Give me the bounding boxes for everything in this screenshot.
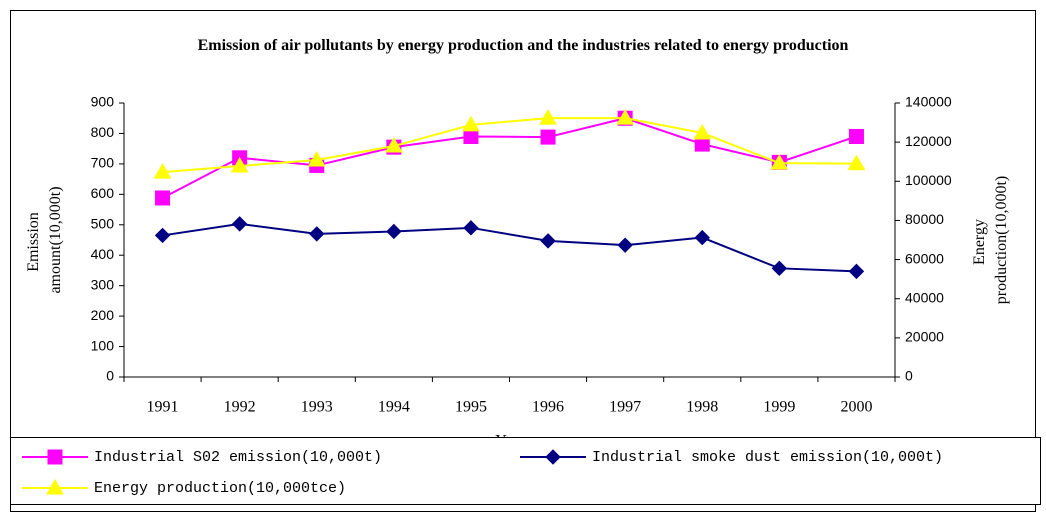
y2-tick-label: 20000 xyxy=(905,329,944,345)
data-point xyxy=(386,223,402,240)
data-point xyxy=(231,216,248,232)
data-point xyxy=(539,109,557,125)
y-tick-label: 500 xyxy=(91,215,115,231)
x-tick-label: 1995 xyxy=(455,399,487,416)
data-point xyxy=(771,260,788,277)
y-axis-label-line: amount(10,000t) xyxy=(47,186,64,293)
y-tick-label: 300 xyxy=(91,276,115,292)
y2-axis-label-line: Energy xyxy=(971,219,988,265)
data-point xyxy=(848,263,865,280)
chart-border xyxy=(10,10,1036,512)
y2-axis-label-line: production(10,000t) xyxy=(993,176,1010,304)
y-tick-label: 900 xyxy=(91,94,115,110)
x-tick-label: 1997 xyxy=(609,399,641,416)
y2-tick-label: 140000 xyxy=(905,94,952,110)
y2-tick-label: 80000 xyxy=(905,211,944,227)
data-point xyxy=(309,226,325,242)
data-point xyxy=(462,115,480,132)
data-point xyxy=(463,128,479,144)
y-tick-label: 0 xyxy=(106,368,114,384)
legend-label: Industrial smoke dust emission(10,000t) xyxy=(592,449,943,466)
data-point xyxy=(847,154,866,171)
data-point xyxy=(848,128,864,144)
chart-title: Emission of air pollutants by energy pro… xyxy=(197,37,849,54)
data-point xyxy=(307,150,326,167)
y-axis-label-line: Emission xyxy=(25,212,42,272)
x-tick-label: 1991 xyxy=(147,399,179,416)
data-point xyxy=(770,154,789,170)
legend-label: Industrial S02 emission(10,000t) xyxy=(94,449,382,466)
y-tick-label: 200 xyxy=(91,307,115,323)
legend-marker xyxy=(46,478,64,495)
y2-tick-label: 40000 xyxy=(905,289,944,305)
data-point xyxy=(155,190,171,206)
y2-tick-label: 100000 xyxy=(905,172,952,188)
y-tick-label: 600 xyxy=(91,185,115,201)
legend xyxy=(10,437,1041,505)
data-point xyxy=(540,233,556,249)
x-tick-label: 1993 xyxy=(301,399,333,416)
x-tick-label: 1999 xyxy=(763,399,795,416)
y2-axis-label: Energy production(10,000t) xyxy=(971,176,1010,304)
x-tick-label: 1994 xyxy=(378,399,410,416)
series-line xyxy=(162,117,857,174)
data-point xyxy=(694,229,710,246)
data-point xyxy=(616,109,635,125)
data-point xyxy=(384,137,403,153)
data-point xyxy=(540,129,556,145)
y2-tick-label: 60000 xyxy=(905,250,944,266)
y-tick-label: 400 xyxy=(91,246,115,262)
legend-marker xyxy=(47,449,63,465)
data-point xyxy=(463,220,479,236)
data-point xyxy=(230,157,249,173)
legend-label: Energy production(10,000tce) xyxy=(94,480,346,497)
data-point xyxy=(154,227,171,244)
series-line xyxy=(162,222,857,273)
y-tick-label: 100 xyxy=(91,337,115,353)
legend-marker xyxy=(545,449,561,465)
y-axis-label: Emission amount(10,000t) xyxy=(25,186,64,293)
x-tick-label: 2000 xyxy=(840,399,872,416)
data-point xyxy=(617,237,633,253)
series-line xyxy=(162,117,857,199)
y-tick-label: 800 xyxy=(91,124,115,140)
data-point xyxy=(693,123,712,140)
y2-tick-label: 0 xyxy=(905,368,913,384)
x-tick-label: 1998 xyxy=(686,399,718,416)
y2-tick-label: 120000 xyxy=(905,133,952,149)
data-point xyxy=(153,163,172,179)
x-tick-label: 1996 xyxy=(532,399,564,416)
x-tick-label: 1992 xyxy=(224,399,256,416)
y-tick-label: 700 xyxy=(91,155,115,171)
